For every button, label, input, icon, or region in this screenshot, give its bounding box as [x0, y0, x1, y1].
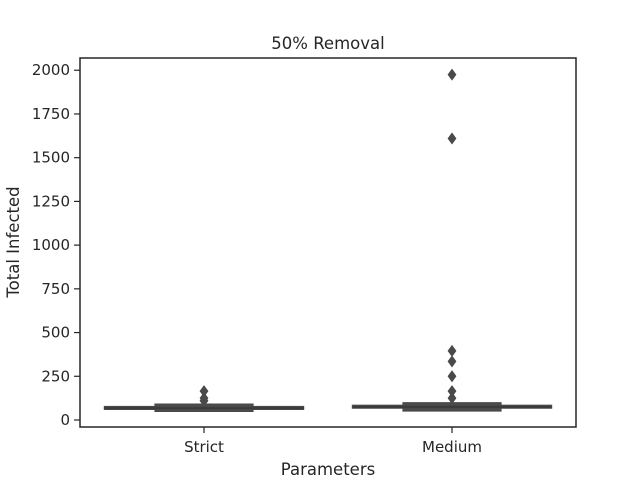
outlier-point [199, 385, 209, 398]
y-tick-label: 1500 [32, 149, 70, 167]
plot-area [103, 68, 553, 413]
y-tick-label: 1000 [32, 236, 70, 254]
x-tick-label-strict: Strict [184, 438, 224, 456]
outlier-point [447, 355, 457, 368]
y-axis-label: Total Infected [4, 186, 23, 298]
outlier-point [447, 68, 457, 81]
x-axis-label: Parameters [281, 460, 375, 479]
y-tick-label: 0 [60, 411, 70, 429]
y-axis: 0 250 500 750 1000 1250 1500 1750 2000 [32, 61, 80, 429]
y-tick-label: 750 [41, 280, 70, 298]
box-medium [351, 68, 553, 412]
x-tick-label-medium: Medium [422, 438, 482, 456]
outlier-point [199, 392, 209, 405]
plot-frame [79, 57, 577, 428]
outlier-point [447, 385, 457, 398]
chart-title: 50% Removal [271, 34, 384, 53]
box-strict [103, 385, 305, 413]
outlier-point [447, 344, 457, 357]
outlier-point [447, 392, 457, 405]
y-tick-label: 1750 [32, 105, 70, 123]
y-tick-label: 500 [41, 324, 70, 342]
y-tick-label: 1250 [32, 192, 70, 210]
outlier-point [447, 370, 457, 383]
y-tick-label: 2000 [32, 61, 70, 79]
x-axis: Strict Medium [184, 427, 482, 456]
y-tick-label: 250 [41, 367, 70, 385]
outlier-point [447, 132, 457, 145]
